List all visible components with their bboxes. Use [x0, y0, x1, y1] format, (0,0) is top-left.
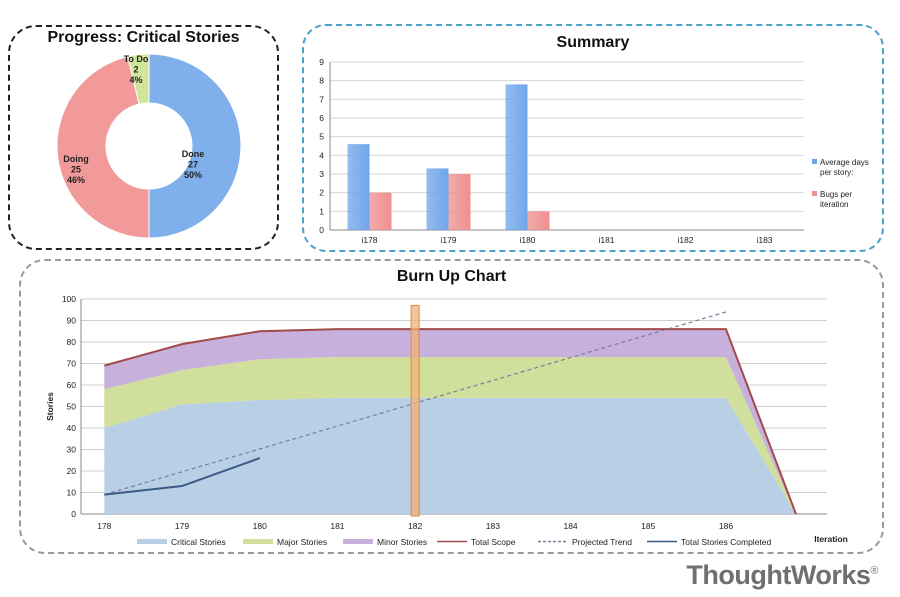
- bar-bugs: [527, 211, 550, 230]
- burn-legend-label: Total Scope: [471, 537, 516, 547]
- summary-title: Summary: [556, 34, 630, 51]
- burn-area-critical-stories: [104, 397, 796, 514]
- burn-y-label: Stories: [45, 392, 55, 421]
- burn-y-tick: 100: [62, 294, 76, 304]
- burnup-area-chart: 0 10 20 30 40 50 60 70 80 90 100 178 179 180 181 182 183…: [45, 294, 848, 547]
- burn-legend-label: Critical Stories: [171, 537, 226, 547]
- pie-label-line: Done: [182, 149, 205, 159]
- burnup-panel: Burn Up Chart 0 10 20 30 40 50 60 70 80 90 100 178 1…: [19, 259, 884, 554]
- burn-x-tick: 182: [408, 521, 422, 531]
- bar-bugs: [369, 192, 392, 230]
- bar-y-tick: 3: [319, 169, 324, 179]
- bar-x-tick: i179: [440, 235, 456, 245]
- pie-slice-doing: [56, 55, 150, 239]
- pie-slice-to-do: [127, 53, 150, 105]
- logo-mark: ®: [870, 565, 878, 577]
- thoughtworks-logo: ThoughtWorks®: [686, 560, 878, 591]
- burn-y-tick: 80: [67, 337, 77, 347]
- burn-legend-swatch: [137, 539, 167, 544]
- burn-legend-label: Projected Trend: [572, 537, 632, 547]
- logo-text: ThoughtWorks: [686, 560, 871, 590]
- bar-x-tick: i183: [756, 235, 772, 245]
- burn-y-tick: 40: [67, 423, 77, 433]
- bar-y-tick: 4: [319, 150, 324, 160]
- burn-legend-label: Major Stories: [277, 537, 327, 547]
- burn-line-total-stories-completed: [104, 457, 261, 496]
- current-iteration-marker: [410, 304, 420, 517]
- burn-x-tick: 180: [253, 521, 267, 531]
- bar-y-tick: 6: [319, 113, 324, 123]
- bar-y-tick: 0: [319, 225, 324, 235]
- bar-x-tick: i180: [519, 235, 535, 245]
- pie-label-line: To Do: [124, 54, 149, 64]
- bar-legend-swatch: [812, 159, 817, 164]
- bar-legend-swatch: [812, 191, 817, 196]
- bar-y-tick: 7: [319, 94, 324, 104]
- burn-legend-swatch: [243, 539, 273, 544]
- bar-y-tick: 9: [319, 57, 324, 67]
- pie-slice-done: [148, 53, 242, 239]
- burn-y-tick: 10: [67, 488, 77, 498]
- summary-panel: Summary 0 1 2 3 4 5 6 7 8 9 i178 i179 i180 i181 i182 i1…: [302, 24, 884, 252]
- pie-label-line: 25: [71, 165, 81, 175]
- bar-x-tick: i182: [677, 235, 693, 245]
- pie-title: Progress: Critical Stories: [47, 29, 240, 46]
- bar-average-days: [426, 168, 449, 230]
- burnup-title: Burn Up Chart: [396, 268, 507, 285]
- burn-y-tick: 60: [67, 380, 77, 390]
- burn-x-tick: 179: [175, 521, 189, 531]
- burn-x-tick: 178: [97, 521, 111, 531]
- bar-y-tick: 2: [319, 188, 324, 198]
- bar-average-days: [505, 84, 528, 231]
- bar-y-tick: 1: [319, 206, 324, 216]
- burn-y-tick: 70: [67, 359, 77, 369]
- pie-label-line: 27: [188, 160, 198, 170]
- burn-legend-label: Minor Stories: [377, 537, 427, 547]
- burn-y-tick: 50: [67, 402, 77, 412]
- burn-x-tick: 181: [330, 521, 344, 531]
- bar-x-tick: i178: [361, 235, 377, 245]
- pie-panel: Progress: Critical Stories Done 27 50% Doin…: [8, 25, 279, 250]
- burn-x-label: Iteration: [814, 534, 848, 544]
- burn-x-tick: 183: [486, 521, 500, 531]
- burn-y-tick: 30: [67, 445, 77, 455]
- burn-y-tick: 20: [67, 466, 77, 476]
- bar-legend-label: Bugs per: [820, 190, 852, 199]
- pie-label-line: 2: [133, 65, 138, 75]
- burn-x-tick: 185: [641, 521, 655, 531]
- burn-x-tick: 186: [719, 521, 733, 531]
- burn-area-major-stories: [104, 357, 796, 514]
- summary-bar-chart: 0 1 2 3 4 5 6 7 8 9 i178 i179 i180 i181 i182 i183 Averag…: [319, 57, 869, 245]
- bar-legend-label: Average days: [820, 158, 869, 167]
- pie-label-line: Doing: [63, 154, 89, 164]
- burn-y-tick: 90: [67, 316, 77, 326]
- bar-legend-label: per story:: [820, 168, 853, 177]
- bar-y-tick: 5: [319, 132, 324, 142]
- bar-average-days: [347, 144, 370, 230]
- pie-label-line: 46%: [67, 175, 85, 185]
- burn-x-tick: 184: [563, 521, 577, 531]
- bar-y-tick: 8: [319, 76, 324, 86]
- bar-x-tick: i181: [598, 235, 614, 245]
- burn-y-tick: 0: [71, 509, 76, 519]
- pie-label-line: 4%: [129, 75, 142, 85]
- burn-legend-swatch: [343, 539, 373, 544]
- bar-bugs: [448, 174, 471, 230]
- pie-label-line: 50%: [184, 170, 202, 180]
- burn-area-minor-stories: [104, 329, 796, 514]
- burn-line-total-scope: [104, 328, 797, 515]
- burn-legend-label: Total Stories Completed: [681, 537, 772, 547]
- bar-legend-label: iteration: [820, 200, 848, 209]
